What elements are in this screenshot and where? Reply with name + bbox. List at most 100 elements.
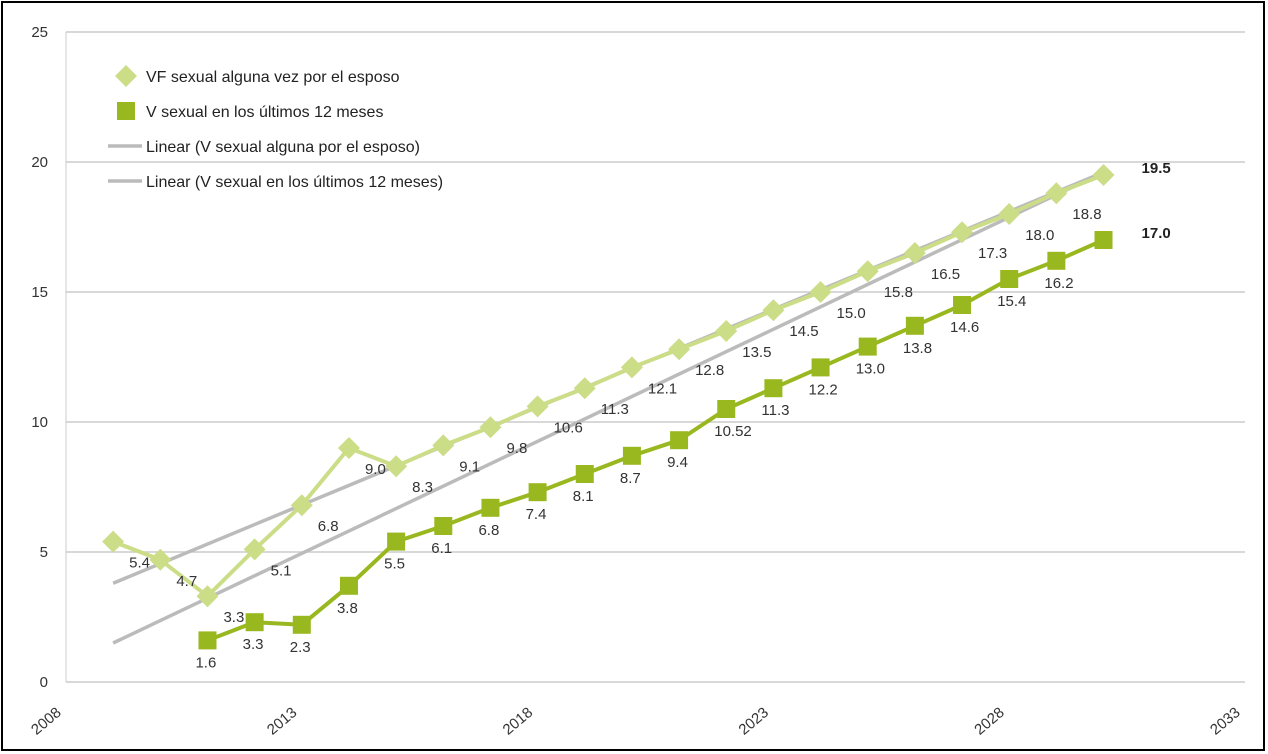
trendline-2 bbox=[112, 170, 1105, 645]
diamond-marker bbox=[337, 437, 360, 459]
square-marker bbox=[387, 532, 406, 551]
diamond-marker bbox=[102, 530, 125, 553]
diamond-marker bbox=[668, 338, 691, 361]
data-label-vf-alguna-vez: 13.5 bbox=[742, 344, 771, 361]
diamond-marker bbox=[762, 299, 785, 322]
square-marker bbox=[292, 615, 311, 634]
legend: VF sexual alguna vez por el esposo V sexu… bbox=[108, 65, 443, 191]
data-label-v-12-meses: 3.8 bbox=[337, 600, 358, 617]
data-label-v-12-meses: 17.0 bbox=[1142, 225, 1171, 242]
square-marker bbox=[953, 296, 972, 314]
data-label-vf-alguna-vez: 5.1 bbox=[271, 562, 292, 579]
legend-label: Linear (V sexual alguna por el esposo) bbox=[146, 139, 420, 156]
data-label-vf-alguna-vez: 18.8 bbox=[1072, 206, 1101, 223]
square-marker bbox=[245, 613, 264, 632]
data-label-v-12-meses: 7.4 bbox=[526, 506, 547, 523]
diamond-marker bbox=[432, 434, 455, 457]
y-tick-label: 20 bbox=[31, 154, 48, 171]
y-tick-label: 25 bbox=[31, 24, 48, 41]
y-tick-label: 10 bbox=[31, 414, 48, 431]
legend-label: Linear (V sexual en los últimos 12 meses… bbox=[146, 174, 443, 191]
data-label-vf-alguna-vez: 5.4 bbox=[129, 555, 150, 572]
data-label-v-12-meses: 3.3 bbox=[243, 636, 264, 653]
data-label-v-12-meses: 15.4 bbox=[997, 293, 1026, 310]
x-tick-label: 2008 bbox=[28, 704, 64, 738]
y-tick-label: 15 bbox=[31, 284, 48, 301]
data-label-vf-alguna-vez: 15.0 bbox=[837, 305, 866, 322]
square-marker bbox=[198, 631, 217, 650]
data-label-vf-alguna-vez: 12.1 bbox=[648, 380, 677, 397]
diamond-marker bbox=[243, 538, 266, 561]
data-label-v-12-meses: 6.1 bbox=[431, 540, 452, 557]
data-label-v-12-meses: 14.6 bbox=[950, 319, 979, 336]
data-label-vf-alguna-vez: 4.7 bbox=[176, 573, 197, 590]
x-tick-label: 2028 bbox=[971, 704, 1007, 738]
diamond-marker bbox=[573, 377, 596, 400]
x-axis-ticks: 2008 2013 2018 2023 2028 2033 bbox=[28, 704, 1243, 738]
y-axis-ticks: 0 5 10 15 20 25 bbox=[31, 24, 48, 691]
diamond-marker bbox=[290, 494, 313, 517]
square-marker bbox=[670, 431, 689, 450]
square-marker bbox=[811, 358, 830, 377]
diamond-marker bbox=[1092, 164, 1115, 186]
diamond-marker bbox=[998, 203, 1021, 225]
data-label-v-12-meses: 13.0 bbox=[856, 361, 885, 378]
square-marker bbox=[481, 498, 500, 517]
data-label-v-12-meses: 13.8 bbox=[903, 340, 932, 357]
legend-square-icon bbox=[117, 102, 135, 120]
data-label-v-12-meses: 2.3 bbox=[290, 639, 311, 656]
diamond-marker bbox=[149, 548, 172, 571]
series-line-vf-alguna-vez bbox=[112, 173, 1105, 599]
data-label-v-12-meses: 16.2 bbox=[1044, 275, 1073, 292]
data-label-vf-alguna-vez: 14.5 bbox=[789, 323, 818, 340]
legend-label: V sexual en los últimos 12 meses bbox=[146, 104, 383, 121]
diamond-marker bbox=[196, 585, 219, 608]
data-label-vf-alguna-vez: 19.5 bbox=[1142, 160, 1171, 177]
data-label-vf-alguna-vez: 9.0 bbox=[365, 461, 386, 478]
x-tick-label: 2023 bbox=[735, 704, 771, 738]
series-markers bbox=[102, 164, 1115, 650]
square-marker bbox=[528, 483, 547, 502]
diamond-marker bbox=[479, 416, 502, 439]
data-label-vf-alguna-vez: 9.1 bbox=[459, 458, 480, 475]
y-tick-label: 5 bbox=[40, 544, 48, 561]
data-label-vf-alguna-vez: 9.8 bbox=[506, 440, 527, 457]
data-label-vf-alguna-vez: 3.3 bbox=[223, 609, 244, 626]
data-label-vf-alguna-vez: 15.8 bbox=[884, 284, 913, 301]
diamond-marker bbox=[903, 242, 926, 264]
data-labels: 5.4 4.7 3.3 5.1 6.8 9.0 8.3 9.1 9.8 10.6 11.3 12.1 1… bbox=[129, 160, 1171, 671]
square-marker bbox=[764, 379, 783, 398]
diamond-marker bbox=[951, 221, 974, 244]
data-label-vf-alguna-vez: 12.8 bbox=[695, 362, 724, 379]
diamond-marker bbox=[715, 320, 738, 342]
data-label-v-12-meses: 11.3 bbox=[761, 402, 789, 419]
diamond-marker bbox=[856, 260, 879, 283]
data-label-vf-alguna-vez: 16.5 bbox=[931, 266, 960, 283]
data-label-v-12-meses: 6.8 bbox=[478, 522, 499, 539]
square-marker bbox=[622, 446, 641, 465]
data-label-vf-alguna-vez: 17.3 bbox=[978, 245, 1007, 262]
x-tick-label: 2018 bbox=[500, 704, 536, 738]
square-marker bbox=[575, 465, 594, 483]
diamond-marker bbox=[385, 455, 408, 478]
y-tick-label: 0 bbox=[40, 674, 48, 691]
square-marker bbox=[1000, 270, 1019, 288]
data-label-v-12-meses: 10.52 bbox=[714, 423, 752, 440]
data-label-vf-alguna-vez: 11.3 bbox=[601, 401, 629, 418]
square-marker bbox=[339, 576, 358, 595]
data-label-vf-alguna-vez: 8.3 bbox=[412, 479, 433, 496]
data-label-vf-alguna-vez: 10.6 bbox=[554, 419, 583, 436]
data-label-v-12-meses: 8.1 bbox=[573, 488, 594, 505]
data-label-v-12-meses: 1.6 bbox=[195, 654, 216, 671]
square-marker bbox=[1094, 231, 1113, 249]
data-label-vf-alguna-vez: 18.0 bbox=[1025, 227, 1054, 244]
data-label-vf-alguna-vez: 6.8 bbox=[318, 518, 339, 535]
data-label-v-12-meses: 12.2 bbox=[809, 381, 838, 398]
x-tick-label: 2033 bbox=[1207, 704, 1243, 738]
diamond-marker bbox=[809, 281, 832, 303]
x-tick-label: 2013 bbox=[264, 704, 300, 738]
data-label-v-12-meses: 9.4 bbox=[667, 454, 688, 471]
diamond-marker bbox=[620, 356, 643, 379]
diamond-marker bbox=[1045, 182, 1068, 205]
